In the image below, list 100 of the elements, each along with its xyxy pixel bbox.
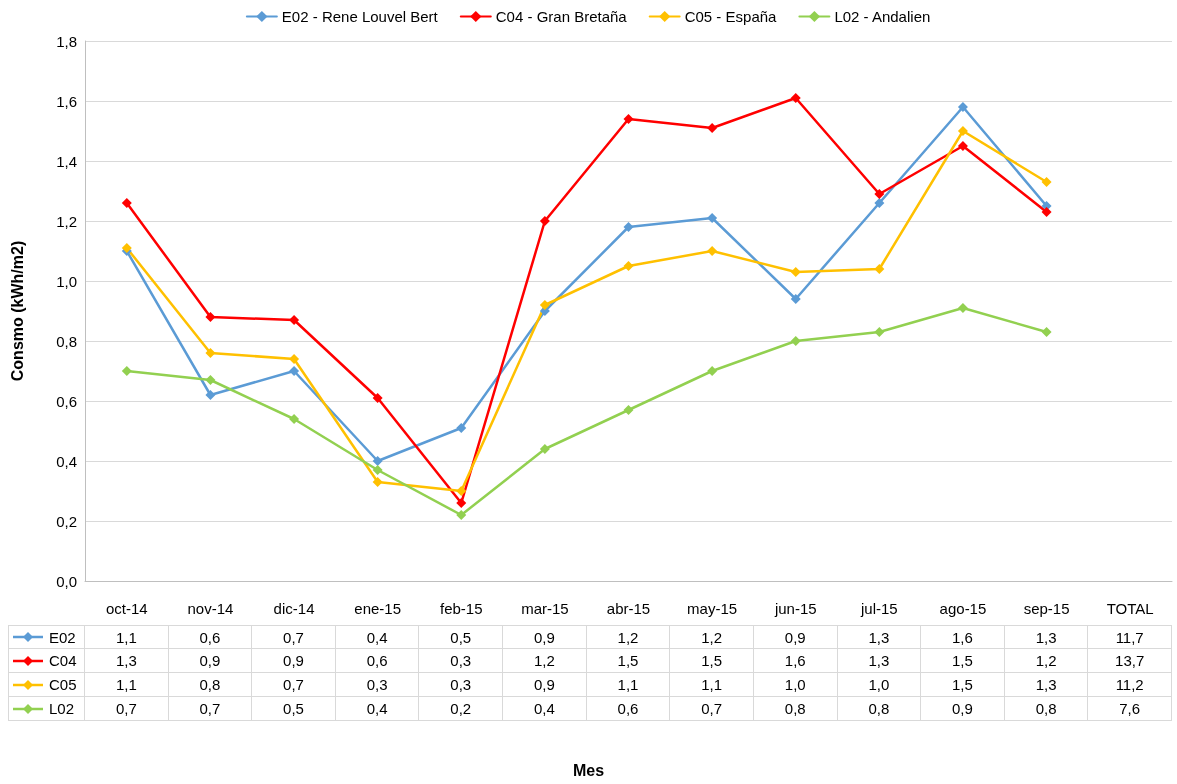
point xyxy=(957,303,968,313)
data-label: 0,8 xyxy=(1004,697,1089,721)
data-label: 1,3 xyxy=(837,649,922,673)
data-label: 0,9 xyxy=(168,649,253,673)
point xyxy=(539,216,550,226)
text: L02 xyxy=(49,700,75,717)
point xyxy=(790,93,801,103)
data-label: 1,2 xyxy=(670,625,754,649)
text: C04 xyxy=(49,652,77,669)
data-label: 1,6 xyxy=(921,625,1005,649)
data-label: 0,6 xyxy=(168,625,253,649)
data-label: 0,7 xyxy=(252,625,336,649)
y-axis-title: Consmo (kWh/m2) xyxy=(8,240,26,382)
x-tick-label: ago-15 xyxy=(939,600,987,617)
data-label: 0,9 xyxy=(503,673,587,697)
data-label: 0,7 xyxy=(85,697,169,721)
data-label: 0,7 xyxy=(168,697,253,721)
data-label: 1,3 xyxy=(85,649,169,673)
data-label: 1,1 xyxy=(85,673,169,697)
text: Mes xyxy=(571,762,606,780)
data-label: 1,1 xyxy=(670,673,754,697)
x-tick-label: mar-15 xyxy=(521,600,569,617)
y-tick-label: 0,4 xyxy=(56,452,77,470)
point xyxy=(957,141,968,151)
y-tick-label: 0,6 xyxy=(56,392,77,410)
data-label: 0,9 xyxy=(252,649,336,673)
data-label: 1,1 xyxy=(85,625,169,649)
data-label: 1,3 xyxy=(1004,673,1089,697)
point xyxy=(289,315,300,325)
point xyxy=(372,393,383,403)
point xyxy=(623,114,634,124)
data-label: 1,2 xyxy=(586,625,671,649)
point xyxy=(289,354,300,364)
y-tick-label: 0,8 xyxy=(56,332,77,350)
x-tick-label: may-15 xyxy=(687,600,738,617)
data-label: 0,6 xyxy=(586,697,671,721)
y-tick-label: 1,0 xyxy=(56,272,77,290)
x-tick-label: nov-14 xyxy=(187,600,234,617)
data-label: 0,3 xyxy=(419,649,504,673)
point xyxy=(707,123,718,133)
y-tick-label: 0,2 xyxy=(56,512,77,530)
point xyxy=(623,405,634,415)
point xyxy=(707,246,718,256)
point xyxy=(121,198,132,208)
x-tick-label: abr-15 xyxy=(606,600,651,617)
y-tick-label: 0,0 xyxy=(56,572,77,590)
point xyxy=(707,366,718,376)
point xyxy=(205,348,216,358)
point xyxy=(121,366,132,376)
text: 11,7 xyxy=(1115,628,1144,646)
data-label: 1,5 xyxy=(586,649,671,673)
text: E02 xyxy=(49,628,76,646)
data-label: 0,6 xyxy=(335,649,420,673)
legend-label: E02 - Rene Louvel Bert xyxy=(281,8,439,25)
x-tick-label: oct-14 xyxy=(105,600,148,617)
y-tick-label: 1,8 xyxy=(56,32,77,50)
data-label: 0,3 xyxy=(419,673,504,697)
point xyxy=(372,465,383,475)
data-label: 0,3 xyxy=(335,673,420,697)
point xyxy=(539,300,550,310)
data-label: 1,5 xyxy=(921,649,1005,673)
data-label: 0,4 xyxy=(335,697,420,721)
point xyxy=(372,477,383,487)
point xyxy=(623,222,634,232)
point xyxy=(289,414,300,424)
y-tick-label: 1,4 xyxy=(56,152,77,170)
x-tick-label: TOTAL xyxy=(1106,600,1154,617)
point xyxy=(205,390,216,400)
data-label: 0,2 xyxy=(419,697,504,721)
legend-label: C05 - España xyxy=(684,8,778,25)
point xyxy=(623,261,634,271)
point xyxy=(456,498,467,508)
point xyxy=(874,327,885,337)
point xyxy=(790,336,801,346)
y-tick-label: 1,2 xyxy=(56,212,77,230)
data-label: 1,0 xyxy=(837,673,922,697)
data-label: 1,0 xyxy=(753,673,838,697)
point xyxy=(874,198,885,208)
data-label: 0,5 xyxy=(252,697,336,721)
point xyxy=(372,456,383,466)
data-label: 0,9 xyxy=(921,697,1005,721)
data-label: 0,8 xyxy=(753,697,838,721)
data-label: 1,3 xyxy=(1004,625,1089,649)
point xyxy=(1041,207,1052,217)
data-label: 0,7 xyxy=(252,673,336,697)
data-label: 1,1 xyxy=(586,673,671,697)
x-tick-label: jul-15 xyxy=(860,600,898,617)
y-tick-label: 1,6 xyxy=(56,92,77,110)
x-tick-label: dic-14 xyxy=(273,600,315,617)
data-label: 1,5 xyxy=(921,673,1005,697)
legend-label: C04 - Gran Bretaña xyxy=(495,8,628,25)
point xyxy=(1041,327,1052,337)
point xyxy=(456,423,467,433)
data-label: 0,4 xyxy=(503,697,587,721)
data-label: 0,9 xyxy=(503,625,587,649)
point xyxy=(790,267,801,277)
point xyxy=(707,213,718,223)
legend-label: L02 - Andalien xyxy=(834,8,931,25)
x-tick-label: feb-15 xyxy=(440,600,483,617)
data-label: 0,4 xyxy=(335,625,420,649)
